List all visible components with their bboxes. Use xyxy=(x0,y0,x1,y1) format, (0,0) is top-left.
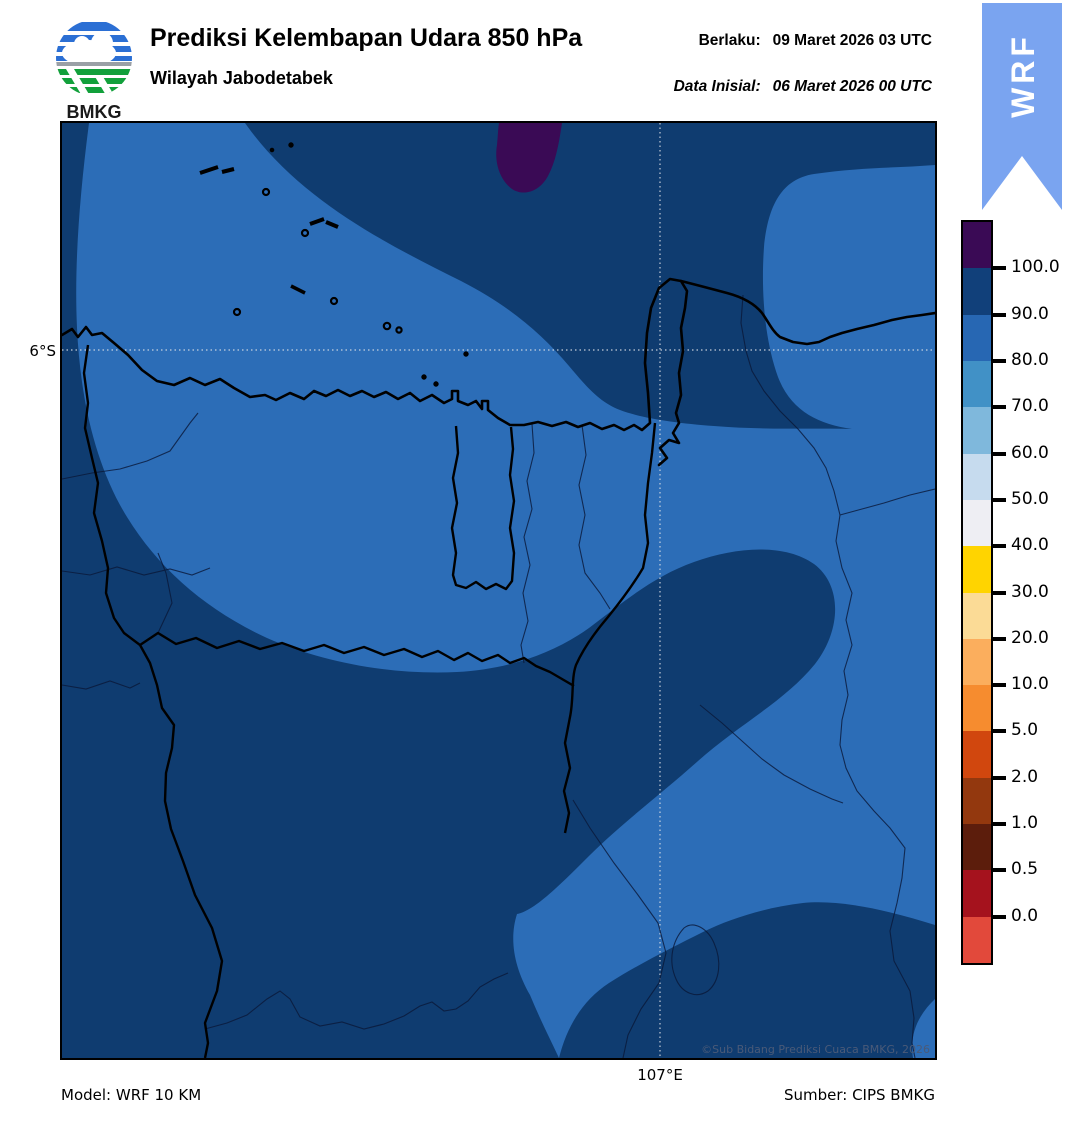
bmkg-logo: BMKG xyxy=(56,20,132,122)
rh-band-90-100 xyxy=(62,123,935,1058)
colorbar-segment xyxy=(963,592,991,639)
colorbar-segment xyxy=(963,731,991,778)
colorbar-segment xyxy=(963,824,991,871)
colorbar-tick xyxy=(993,358,1006,363)
colorbar-segment xyxy=(963,777,991,825)
colorbar-tick xyxy=(993,405,1006,410)
colorbar-tick-label: 20.0 xyxy=(1011,627,1049,648)
colorbar-segment xyxy=(963,638,991,686)
colorbar-segment xyxy=(963,222,991,269)
colorbar-segment xyxy=(963,268,991,315)
colorbar-segment xyxy=(963,546,991,593)
colorbar-tick xyxy=(993,590,1006,595)
colorbar-tick-label: 5.0 xyxy=(1011,720,1039,741)
colorbar xyxy=(961,220,993,965)
colorbar-tick-label: 10.0 xyxy=(1011,674,1049,695)
colorbar-tick-label: 50.0 xyxy=(1011,488,1049,509)
init-time-label: Data Inisial: xyxy=(673,78,761,95)
colorbar-segment xyxy=(963,499,991,547)
colorbar-tick xyxy=(993,775,1006,780)
logo-cloud-icon xyxy=(56,22,132,96)
graticule xyxy=(62,123,935,1058)
colorbar-tick xyxy=(993,868,1006,873)
init-time-value: 06 Maret 2026 00 UTC xyxy=(772,78,932,95)
colorbar-tick-label: 30.0 xyxy=(1011,581,1049,602)
forecast-map: ©Sub Bidang Prediksi Cuaca BMKG, 2026 xyxy=(60,121,937,1060)
map-canvas xyxy=(62,123,935,1058)
colorbar-legend: 100.0 90.0 80.0 70.0 60.0 50.0 40.0 30.0 20.0 10.… xyxy=(961,220,1060,965)
logo-text: BMKG xyxy=(67,102,122,122)
colorbar-tick xyxy=(993,451,1006,456)
colorbar-tick-label: 80.0 xyxy=(1011,349,1049,370)
colorbar-tick xyxy=(993,312,1006,317)
latitude-tick-label: 6°S xyxy=(29,342,56,360)
colorbar-tick xyxy=(993,544,1006,549)
colorbar-segment xyxy=(963,314,991,361)
coastline xyxy=(62,277,935,467)
colorbar-tick-label: 0.0 xyxy=(1011,905,1039,926)
valid-time-label: Berlaku: xyxy=(698,32,761,49)
colorbar-tick-label: 0.5 xyxy=(1011,859,1039,880)
source-info: Sumber: CIPS BMKG xyxy=(783,1086,935,1104)
valid-time-line: Berlaku: 09 Maret 2026 03 UTC xyxy=(699,32,932,50)
colorbar-tick-label: 70.0 xyxy=(1011,396,1049,417)
colorbar-tick xyxy=(993,914,1006,919)
colorbar-tick-label: 60.0 xyxy=(1011,442,1049,463)
init-time-line: Data Inisial: 06 Maret 2026 00 UTC xyxy=(674,78,932,96)
district-boundaries xyxy=(62,294,935,1058)
colorbar-tick-label: 100.0 xyxy=(1011,257,1060,278)
page-title: Prediksi Kelembapan Udara 850 hPa xyxy=(150,24,583,52)
colorbar-segment xyxy=(963,685,991,732)
page-subtitle: Wilayah Jabodetabek xyxy=(150,68,333,88)
wrf-ribbon-label: WRF xyxy=(1004,32,1041,118)
colorbar-tick-label: 1.0 xyxy=(1011,813,1039,834)
colorbar-segment xyxy=(963,360,991,408)
colorbar-tick xyxy=(993,683,1006,688)
colorbar-segment xyxy=(963,453,991,500)
islands xyxy=(199,142,469,387)
longitude-tick-label: 107°E xyxy=(637,1066,683,1084)
colorbar-segment xyxy=(963,916,991,963)
copyright-watermark: ©Sub Bidang Prediksi Cuaca BMKG, 2026 xyxy=(701,1043,930,1056)
rh-band-gt-100 xyxy=(496,123,562,193)
colorbar-segment xyxy=(963,407,991,454)
province-boundaries xyxy=(82,344,657,1058)
colorbar-tick xyxy=(993,636,1006,641)
colorbar-tick xyxy=(993,822,1006,827)
colorbar-tick xyxy=(993,497,1006,502)
colorbar-tick xyxy=(993,729,1006,734)
colorbar-tick xyxy=(993,266,1006,271)
colorbar-segment xyxy=(963,870,991,917)
colorbar-tick-label: 40.0 xyxy=(1011,535,1049,556)
wrf-ribbon xyxy=(982,3,1062,210)
rh-band-80-90-corner xyxy=(912,999,935,1058)
colorbar-tick-label: 90.0 xyxy=(1011,303,1049,324)
colorbar-tick-label: 2.0 xyxy=(1011,766,1039,787)
model-info: Model: WRF 10 KM xyxy=(61,1086,202,1104)
valid-time-value: 09 Maret 2026 03 UTC xyxy=(772,32,932,49)
